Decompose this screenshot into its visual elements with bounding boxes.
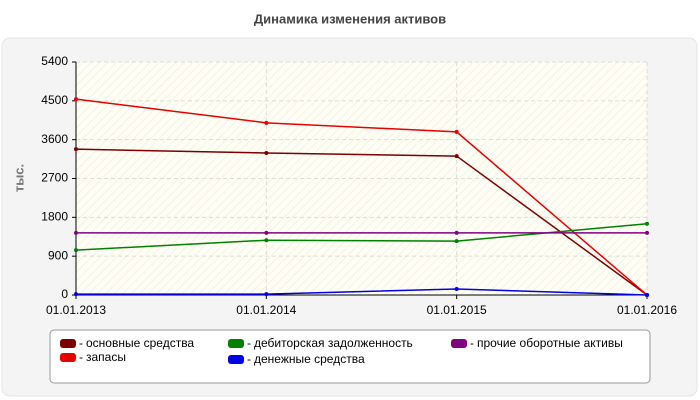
point: [264, 292, 269, 297]
y-axis-label: тыс.: [11, 164, 26, 192]
series-line: [75, 148, 648, 296]
x-tick-label: 01.01.2013: [46, 303, 106, 317]
legend-dash: -: [79, 350, 83, 364]
legend-swatch: [60, 353, 76, 362]
point: [74, 248, 78, 253]
point: [454, 286, 459, 291]
legend: [49, 329, 651, 384]
legend-label: запасы: [86, 350, 126, 364]
y-tick-label: 3600: [41, 132, 68, 146]
legend-swatch: [228, 339, 244, 348]
y-tick-label: 900: [48, 248, 68, 262]
legend-label: прочие оборотные активы: [477, 336, 623, 350]
legend-swatch: [228, 355, 244, 364]
series-line: [75, 98, 648, 296]
point: [454, 230, 459, 235]
legend-label: дебиторская задолженность: [254, 336, 413, 350]
y-tick-label: 2700: [41, 171, 68, 185]
legend-dash: -: [79, 336, 83, 350]
chart-title: Динамика изменения активов: [254, 11, 446, 26]
x-tick-label: 01.01.2014: [236, 303, 296, 317]
point: [74, 230, 78, 235]
point: [264, 230, 269, 235]
series-line: [76, 288, 648, 296]
point: [454, 129, 459, 134]
point: [264, 151, 269, 156]
point: [264, 120, 269, 125]
legend-label: основные средства: [86, 336, 194, 350]
point: [74, 97, 78, 102]
x-tick-label: 01.01.2015: [427, 303, 487, 317]
y-tick-label: 1800: [41, 210, 68, 224]
point: [645, 221, 649, 226]
point: [645, 293, 649, 297]
legend-dash: -: [247, 336, 251, 350]
point: [454, 239, 459, 244]
point: [645, 230, 649, 235]
y-tick-label: 4500: [41, 93, 68, 107]
legend-dash: -: [247, 352, 251, 366]
x-tick-label: 01.01.2016: [617, 303, 677, 317]
y-tick-label: 5400: [41, 54, 68, 68]
y-tick-label: 0: [61, 287, 68, 301]
point: [454, 154, 459, 159]
legend-swatch: [60, 339, 76, 348]
point: [264, 238, 269, 243]
point: [74, 147, 78, 152]
plot-hatch: [76, 62, 647, 295]
legend-swatch: [451, 339, 467, 348]
point: [74, 292, 78, 297]
legend-dash: -: [470, 336, 474, 350]
legend-label: денежные средства: [254, 352, 365, 366]
